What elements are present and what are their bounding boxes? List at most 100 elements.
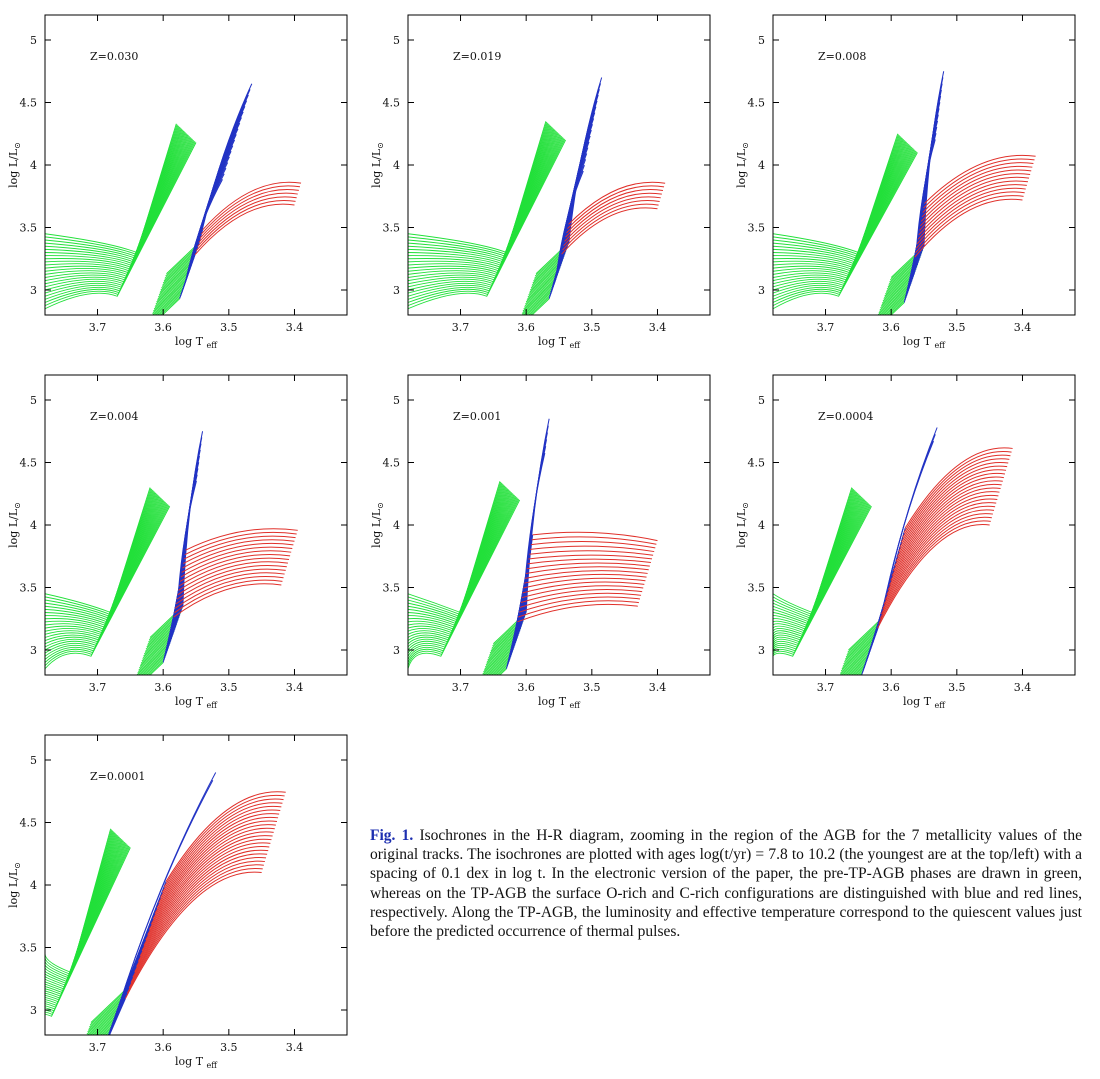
x-tick-label: 3.6 (882, 321, 900, 334)
x-axis-label: log T eff (903, 695, 946, 710)
tp-agb-c-rich-line (199, 189, 299, 239)
tp-agb-c-rich-line (919, 176, 1030, 231)
y-axis-label: log L/L⊙ (7, 862, 22, 908)
early-agb-line (163, 249, 198, 282)
tp-agb-c-rich-line (915, 195, 1024, 253)
early-agb-line (526, 291, 552, 315)
tp-agb-c-rich-line (175, 572, 285, 605)
tp-agb-o-rich-line (162, 617, 175, 663)
y-tick-label: 4.5 (20, 97, 38, 110)
early-agb-line (158, 293, 182, 315)
tp-agb-c-rich-line (895, 472, 1006, 562)
early-agb-line (155, 289, 184, 315)
tp-agb-c-rich-line (134, 853, 268, 973)
tp-agb-c-rich-line (177, 564, 287, 596)
early-agb-line (849, 658, 868, 675)
y-tick-label: 3.5 (383, 222, 401, 235)
pre-tp-agb-line (408, 128, 554, 270)
early-agb-line (844, 627, 879, 660)
metallicity-label: Z=0.0004 (818, 410, 873, 423)
x-tick-label: 3.7 (817, 681, 835, 694)
x-tick-label: 3.5 (583, 321, 601, 334)
tp-agb-c-rich-line (124, 871, 262, 999)
pre-tp-agb-line (408, 124, 550, 261)
tp-agb-o-rich-line (108, 998, 126, 1035)
pre-tp-agb-line (408, 130, 557, 275)
early-agb-line (89, 995, 123, 1028)
tp-agb-c-rich-line (524, 570, 648, 579)
tp-agb-o-rich-line (903, 257, 916, 303)
y-tick-label: 4.5 (748, 457, 766, 470)
pre-tp-agb-line (408, 136, 563, 297)
x-tick-label: 3.7 (89, 321, 107, 334)
early-agb-line (888, 299, 906, 315)
y-tick-label: 4 (30, 159, 37, 172)
tp-agb-c-rich-line (902, 454, 1011, 538)
early-agb-line (852, 662, 867, 675)
pre-tp-agb-line (408, 125, 552, 265)
tp-agb-c-rich-line (180, 550, 292, 578)
pre-tp-agb-line (408, 121, 547, 254)
tp-agb-c-rich-line (523, 577, 646, 589)
pre-tp-agb-line (408, 131, 557, 277)
y-tick-label: 3 (758, 284, 765, 297)
tp-agb-c-rich-line (886, 498, 998, 596)
y-tick-label: 3 (30, 284, 37, 297)
early-agb-line (101, 1026, 112, 1035)
early-agb-line (492, 659, 511, 675)
early-agb-line (88, 997, 122, 1030)
pre-tp-agb-line (408, 126, 553, 266)
early-agb-line (844, 630, 878, 663)
tp-agb-o-rich-line (548, 254, 563, 299)
early-agb-line (482, 644, 515, 675)
tp-agb-c-rich-line (562, 203, 659, 251)
tp-agb-c-rich-line (145, 831, 274, 941)
tp-agb-c-rich-line (522, 581, 645, 594)
y-tick-label: 4 (758, 159, 765, 172)
tp-agb-c-rich-line (518, 596, 641, 613)
tp-agb-c-rich-line (198, 192, 298, 243)
pre-tp-agb-line (408, 133, 560, 285)
y-tick-label: 3.5 (20, 582, 38, 595)
early-agb-line (856, 667, 865, 675)
y-tick-label: 3.5 (748, 582, 766, 595)
early-agb-line (142, 652, 167, 675)
pre-tp-agb-line (408, 132, 558, 279)
x-tick-label: 3.5 (948, 321, 966, 334)
x-tick-label: 3.5 (220, 1041, 238, 1054)
metallicity-label: Z=0.008 (818, 50, 866, 63)
early-agb-line (93, 1014, 116, 1035)
early-agb-line (138, 638, 172, 671)
early-agb-line (87, 1000, 121, 1033)
y-tick-label: 5 (30, 34, 37, 47)
early-agb-line (523, 277, 557, 310)
early-agb-line (879, 285, 911, 315)
pre-tp-agb-line (773, 139, 904, 266)
early-agb-line (91, 1012, 117, 1035)
tp-agb-c-rich-line (128, 864, 264, 989)
early-agb-line (529, 296, 551, 315)
tp-agb-c-rich-line (179, 553, 291, 582)
early-agb-line (152, 284, 185, 315)
x-tick-label: 3.4 (286, 1041, 304, 1054)
early-agb-line (878, 281, 913, 313)
early-agb-line (880, 276, 914, 309)
x-tick-label: 3.4 (286, 681, 304, 694)
early-agb-line (848, 618, 882, 651)
early-agb-line (847, 620, 881, 653)
early-agb-line (154, 274, 189, 307)
early-agb-line (139, 636, 173, 669)
early-agb-line (885, 295, 908, 315)
early-agb-line (844, 651, 871, 675)
pre-tp-agb-line (408, 125, 551, 263)
tp-agb-c-rich-line (532, 531, 658, 542)
tp-agb-c-rich-line (568, 181, 666, 225)
tp-agb-c-rich-line (520, 589, 643, 603)
early-agb-line (859, 672, 863, 675)
x-tick-label: 3.6 (517, 321, 535, 334)
tp-agb-c-rich-line (165, 791, 286, 882)
early-agb-line (103, 1028, 111, 1035)
caption-label: Fig. 1. (370, 827, 414, 844)
pre-tp-agb-line (45, 142, 197, 310)
y-tick-label: 4 (30, 519, 37, 532)
